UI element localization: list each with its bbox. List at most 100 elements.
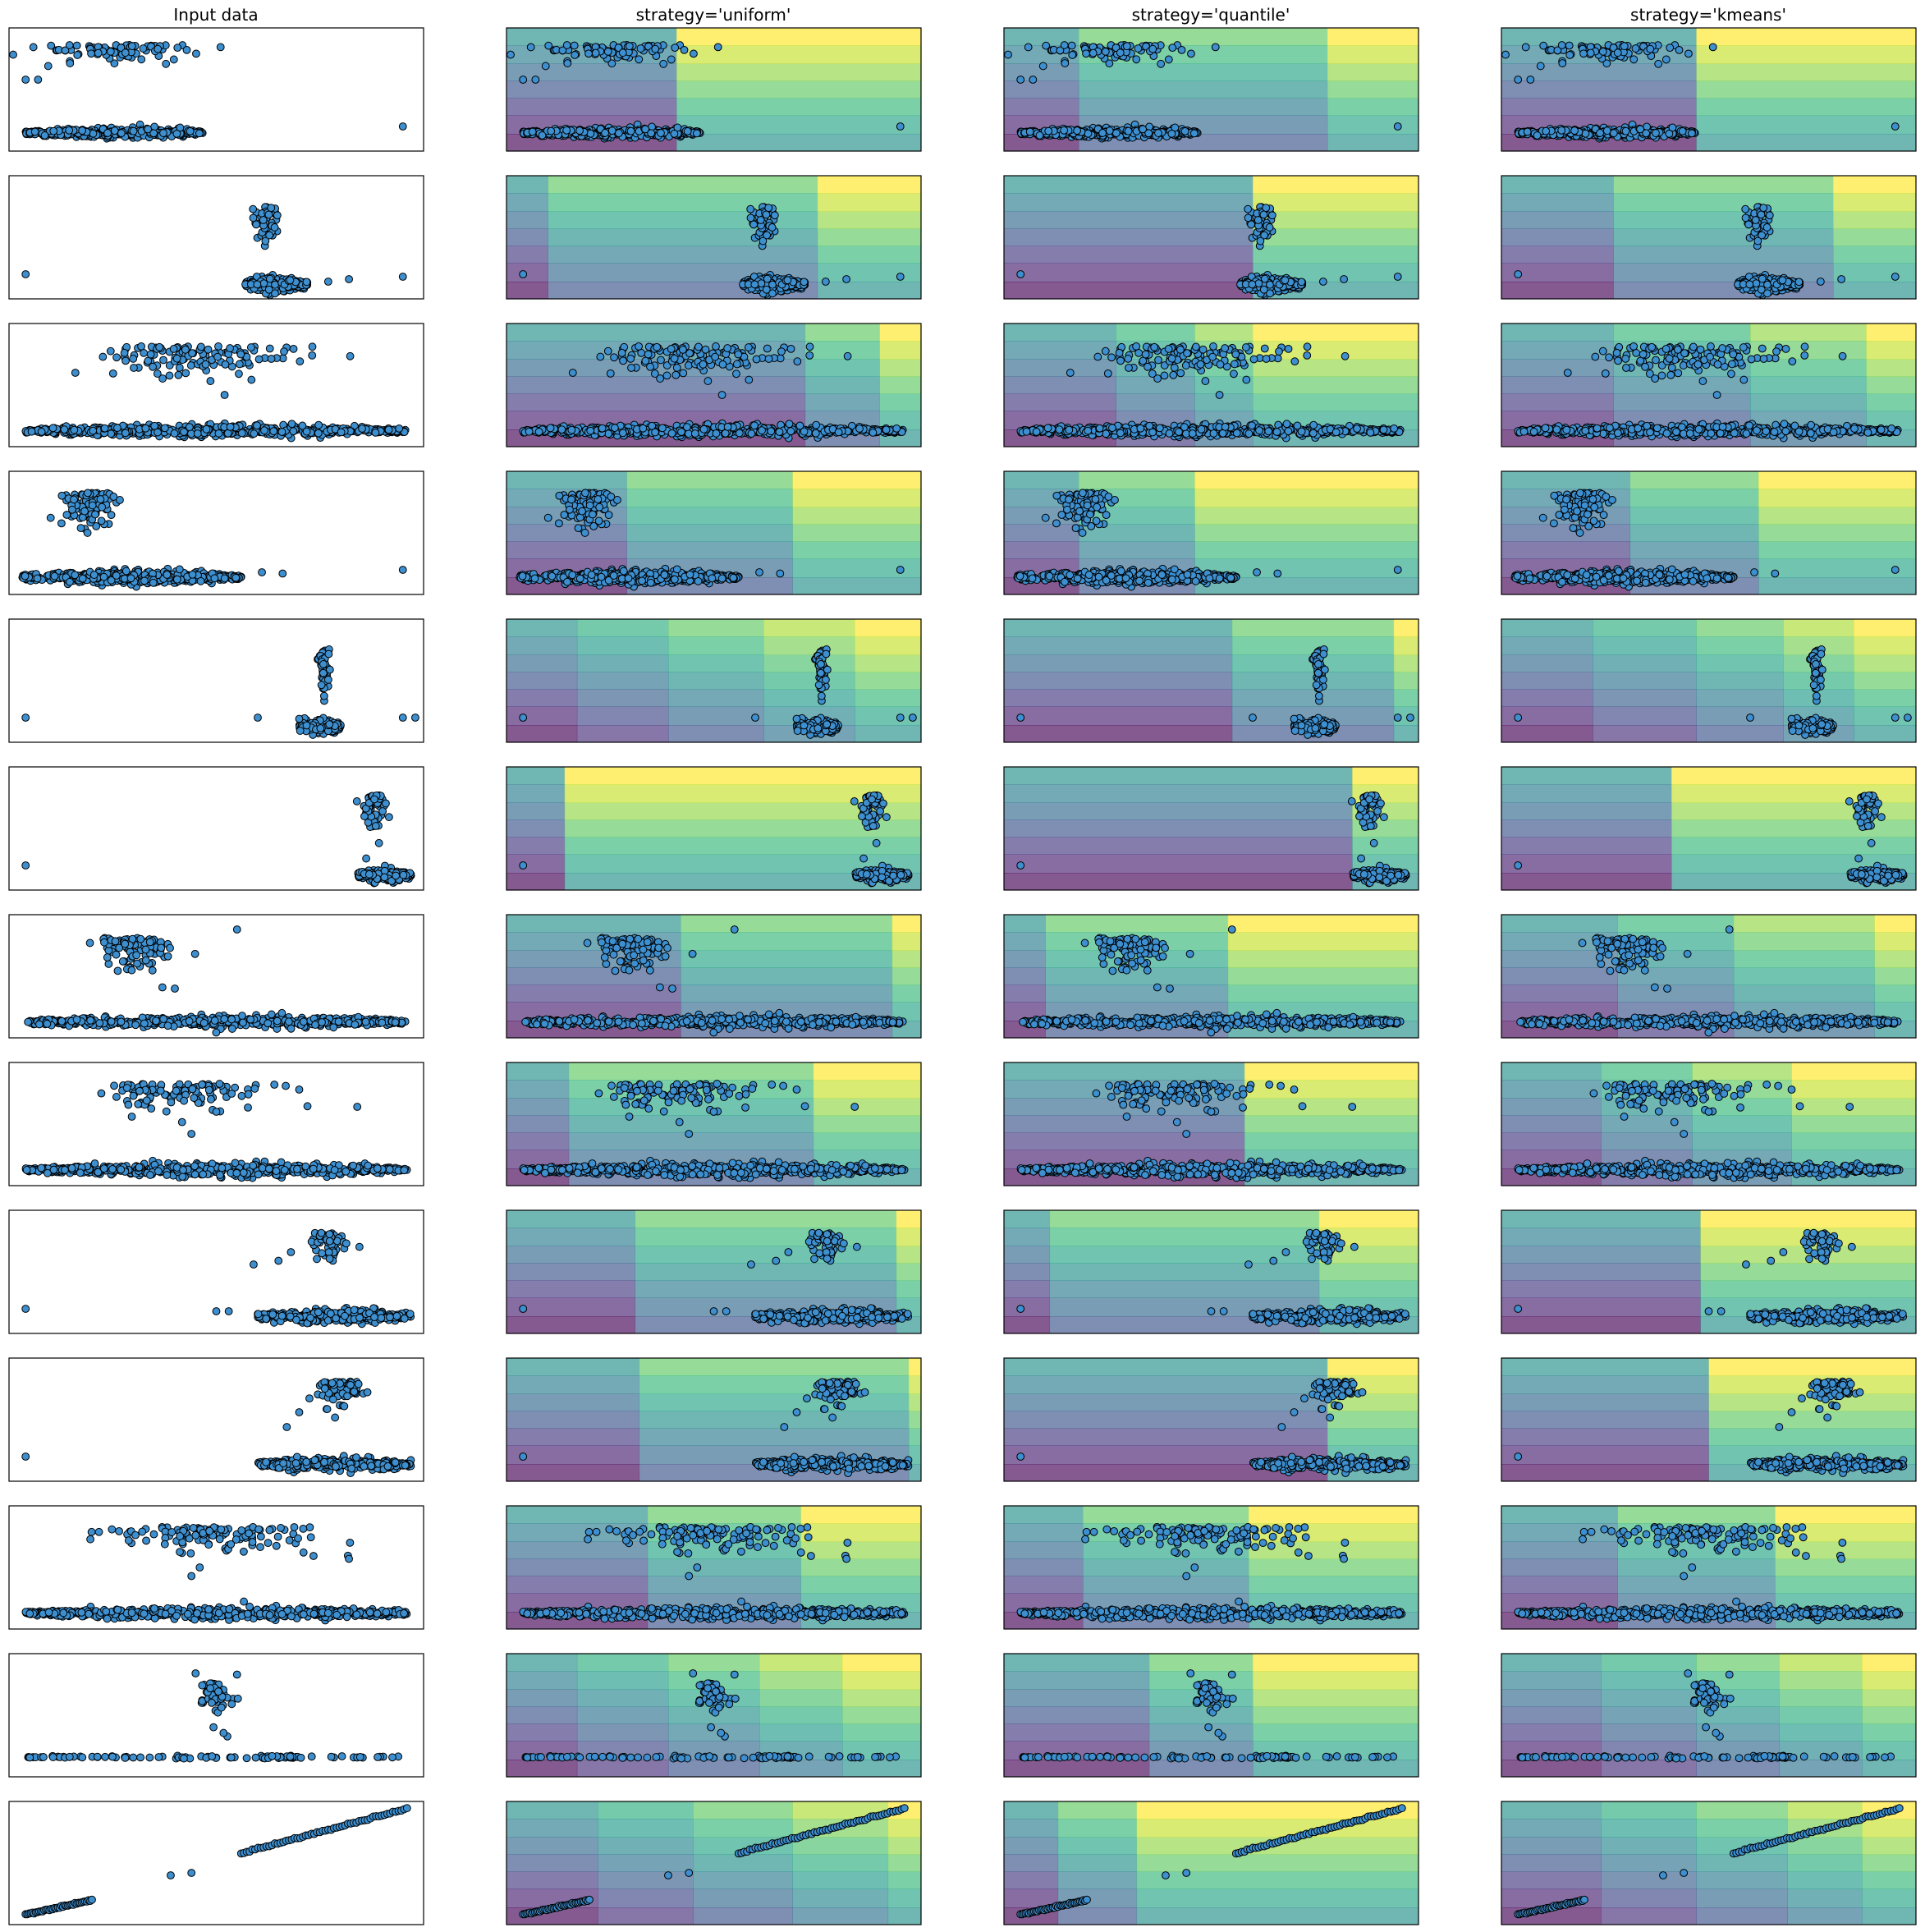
data-point — [1176, 345, 1185, 354]
data-point — [1687, 129, 1696, 138]
data-point — [1602, 126, 1611, 135]
plot-area — [1501, 28, 1916, 151]
data-point — [1668, 123, 1677, 132]
data-point — [1171, 123, 1180, 132]
data-point — [153, 369, 162, 378]
data-point — [1060, 41, 1069, 49]
data-point — [562, 41, 571, 49]
data-point — [170, 429, 179, 438]
data-point — [204, 345, 213, 354]
data-point — [1557, 126, 1566, 135]
data-point — [21, 270, 30, 278]
data-point — [732, 360, 741, 369]
data-point — [1153, 374, 1162, 383]
data-point — [786, 427, 795, 436]
data-point — [673, 123, 682, 132]
data-point — [1060, 126, 1069, 135]
data-point — [1752, 279, 1761, 288]
data-point — [1266, 280, 1274, 289]
bin-cell — [506, 193, 548, 212]
data-point — [1139, 356, 1148, 365]
data-point — [651, 44, 660, 53]
data-point — [1241, 343, 1250, 351]
bin-cell — [676, 28, 921, 46]
data-point — [182, 46, 191, 54]
data-point — [141, 424, 150, 433]
data-point — [1281, 276, 1290, 285]
data-point — [371, 428, 380, 437]
data-point — [155, 342, 164, 351]
data-point — [180, 428, 188, 436]
data-point — [567, 425, 576, 434]
data-point — [144, 356, 153, 365]
data-point — [869, 428, 878, 437]
data-point — [619, 356, 627, 365]
data-point — [667, 429, 676, 438]
data-point — [805, 351, 814, 360]
data-point — [149, 129, 158, 138]
data-point — [1341, 351, 1350, 360]
data-point — [261, 236, 270, 246]
data-point — [701, 345, 710, 354]
subplot-r1-input — [8, 27, 424, 152]
data-point — [519, 270, 528, 278]
data-point — [1666, 44, 1675, 53]
bin-cell — [1833, 282, 1916, 299]
data-point — [1260, 274, 1269, 283]
data-point — [72, 41, 81, 50]
bin-cell — [1501, 211, 1614, 229]
bin-cell — [1004, 324, 1116, 342]
data-point — [271, 289, 279, 298]
data-point — [1629, 55, 1639, 64]
data-point — [186, 361, 195, 369]
data-point — [1602, 59, 1611, 68]
bin-cell — [804, 359, 880, 377]
data-point — [99, 352, 108, 361]
data-point — [253, 280, 262, 289]
data-point — [137, 342, 145, 351]
data-point — [757, 279, 766, 288]
data-point — [1259, 210, 1268, 219]
data-point — [94, 48, 103, 57]
data-point — [1115, 348, 1124, 357]
data-point — [683, 423, 691, 432]
subplot-r2-kmeans — [1501, 175, 1917, 300]
data-point — [1247, 220, 1256, 229]
data-point — [667, 55, 676, 64]
data-point — [1260, 344, 1269, 353]
axes-frame — [1003, 27, 1419, 152]
data-point — [1068, 51, 1077, 59]
data-point — [1744, 220, 1753, 229]
data-point — [1231, 350, 1240, 359]
data-point — [598, 424, 607, 433]
data-point — [1101, 47, 1110, 56]
plot-area — [1004, 176, 1419, 299]
column-title-uniform: strategy='uniform' — [636, 5, 791, 25]
data-point — [1665, 129, 1674, 138]
data-point — [763, 231, 772, 240]
data-point — [1044, 126, 1053, 135]
data-point — [1148, 369, 1157, 378]
data-point — [270, 223, 279, 232]
data-point — [811, 429, 820, 438]
data-point — [1056, 46, 1065, 55]
bin-cell — [1004, 393, 1116, 411]
data-point — [1189, 129, 1199, 138]
data-point — [1093, 352, 1102, 361]
column-title-input: Input data — [173, 5, 258, 25]
bin-cell — [1004, 176, 1254, 194]
data-point — [762, 210, 771, 219]
data-point — [264, 210, 273, 219]
data-point — [140, 349, 149, 357]
data-point — [121, 356, 130, 365]
data-point — [172, 354, 181, 363]
bin-cell — [1253, 393, 1419, 411]
data-point — [662, 371, 671, 380]
data-point — [1061, 59, 1070, 67]
bin-cell — [817, 228, 921, 246]
bin-cell — [506, 393, 806, 411]
data-point — [89, 129, 98, 138]
bin-cell — [817, 282, 921, 299]
data-point — [1557, 41, 1566, 49]
data-point — [1144, 129, 1153, 138]
